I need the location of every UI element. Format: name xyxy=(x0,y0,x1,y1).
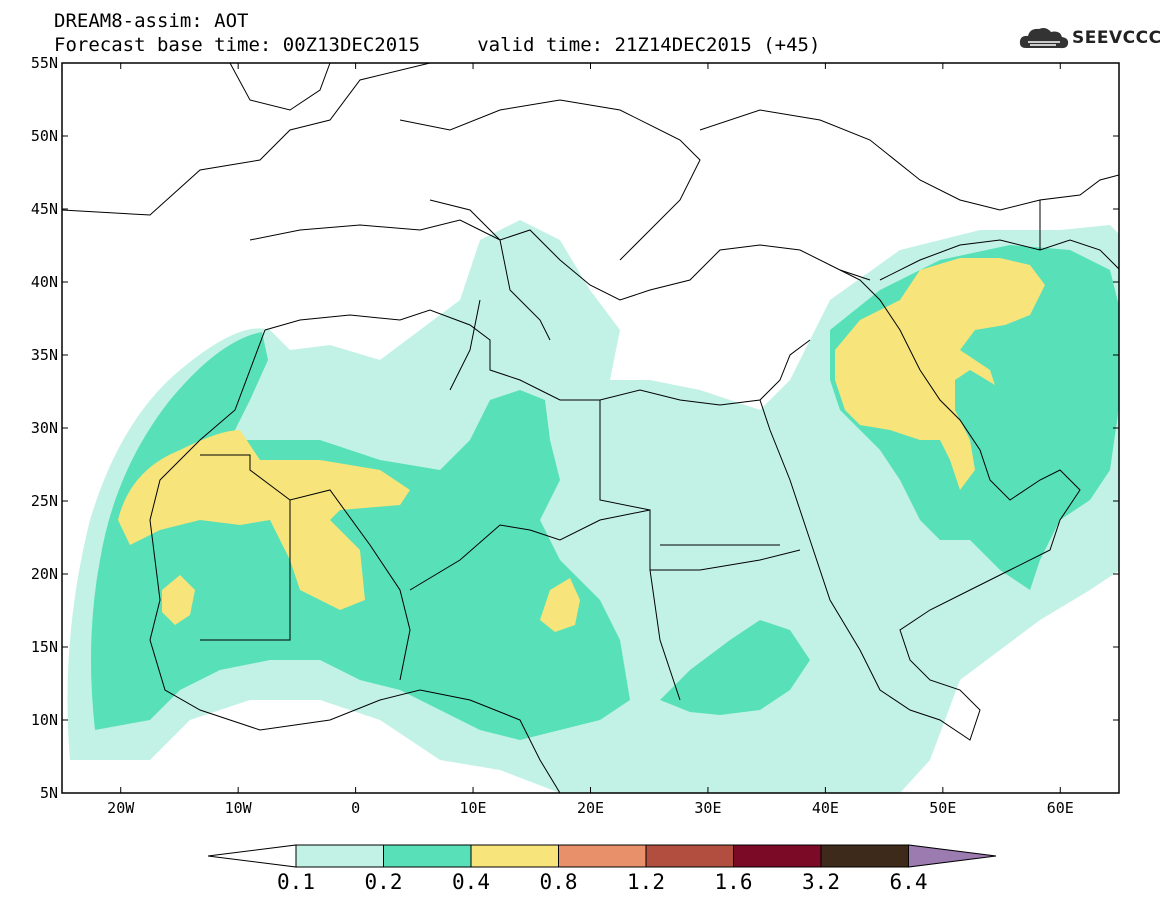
lat-label: 5N xyxy=(40,784,58,802)
lat-label: 50N xyxy=(31,127,58,145)
lon-label: 50E xyxy=(929,799,956,817)
colorbar-label: 3.2 xyxy=(802,870,840,894)
logo-text: SEEVCCC xyxy=(1072,28,1162,48)
colorbar-label: 1.6 xyxy=(714,870,753,894)
lat-label: 30N xyxy=(31,419,58,437)
aot-layer-0.4-mideast xyxy=(835,258,1045,490)
aot-layer-0.2-eastafrica xyxy=(660,620,810,715)
forecast-time-line: Forecast base time: 00Z13DEC2015 valid t… xyxy=(54,34,821,56)
aot-field xyxy=(67,220,1119,793)
seevccc-logo: SEEVCCC xyxy=(1018,24,1161,54)
colorbar-label: 0.4 xyxy=(452,870,490,894)
colorbar-label: 0.8 xyxy=(539,870,578,894)
colorbar xyxy=(207,844,997,868)
colorbar-under-arrow xyxy=(207,844,297,868)
colorbar-swatch xyxy=(295,844,384,868)
lon-label: 0 xyxy=(351,799,360,817)
colorbar-swatch xyxy=(558,844,647,868)
colorbar-swatch xyxy=(645,844,734,868)
colorbar-over-arrow xyxy=(908,844,997,868)
lon-label: 10E xyxy=(460,799,487,817)
lon-label: 60E xyxy=(1047,799,1074,817)
lat-label: 35N xyxy=(31,346,58,364)
aot-layer-0.4-west xyxy=(118,430,410,610)
lon-label: 30E xyxy=(694,799,721,817)
lat-label: 10N xyxy=(31,711,58,729)
map-title: DREAM8-assim: AOT xyxy=(54,10,249,32)
lat-label: 15N xyxy=(31,638,58,656)
coastlines xyxy=(62,63,1119,793)
colorbar-swatch xyxy=(733,844,822,868)
colorbar-swatch xyxy=(383,844,472,868)
lon-label: 20W xyxy=(107,799,135,817)
lon-label: 40E xyxy=(812,799,839,817)
lon-label: 20E xyxy=(577,799,604,817)
lat-label: 45N xyxy=(31,200,58,218)
aot-layer-0.4-chad xyxy=(540,578,580,632)
lat-label: 25N xyxy=(31,492,58,510)
colorbar-label: 6.4 xyxy=(889,870,928,894)
lat-label: 40N xyxy=(31,273,58,291)
cloud-icon xyxy=(1019,28,1069,49)
colorbar-swatch xyxy=(470,844,559,868)
aot-layer-0.4-mauritania xyxy=(162,575,195,625)
colorbar-label: 0.2 xyxy=(364,870,403,894)
lat-label: 20N xyxy=(31,565,58,583)
lon-label: 10W xyxy=(225,799,253,817)
colorbar-label: 0.1 xyxy=(277,870,315,894)
colorbar-swatch xyxy=(820,844,909,868)
lat-label: 55N xyxy=(31,54,58,72)
colorbar-label: 1.2 xyxy=(627,870,665,894)
